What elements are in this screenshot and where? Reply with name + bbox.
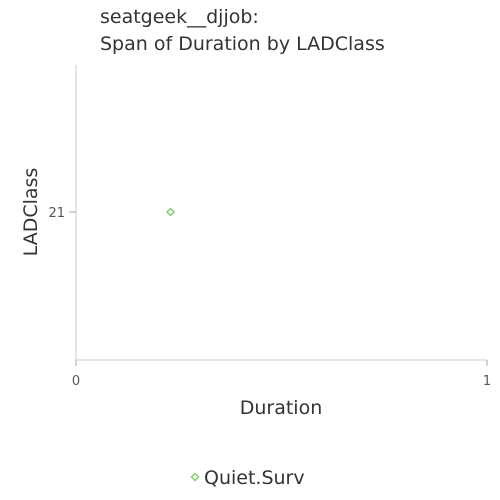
legend-label-quiet-surv: Quiet.Surv: [204, 467, 305, 489]
data-point-quiet-surv: [167, 209, 174, 216]
x-axis-title: Duration: [240, 397, 323, 419]
y-axis-ticks: 21: [48, 206, 76, 221]
legend-marker-quiet-surv: [192, 474, 199, 481]
y-tick-label: 21: [48, 206, 65, 221]
chart-title-line-2: Span of Duration by LADClass: [100, 33, 385, 55]
y-axis-title: LADClass: [20, 168, 42, 257]
data-points: [167, 209, 174, 216]
chart-title-line-1: seatgeek__djjob:: [100, 6, 259, 28]
x-tick-label: 1: [483, 374, 491, 389]
legend: Quiet.Surv: [192, 467, 305, 489]
x-tick-label: 0: [72, 374, 80, 389]
